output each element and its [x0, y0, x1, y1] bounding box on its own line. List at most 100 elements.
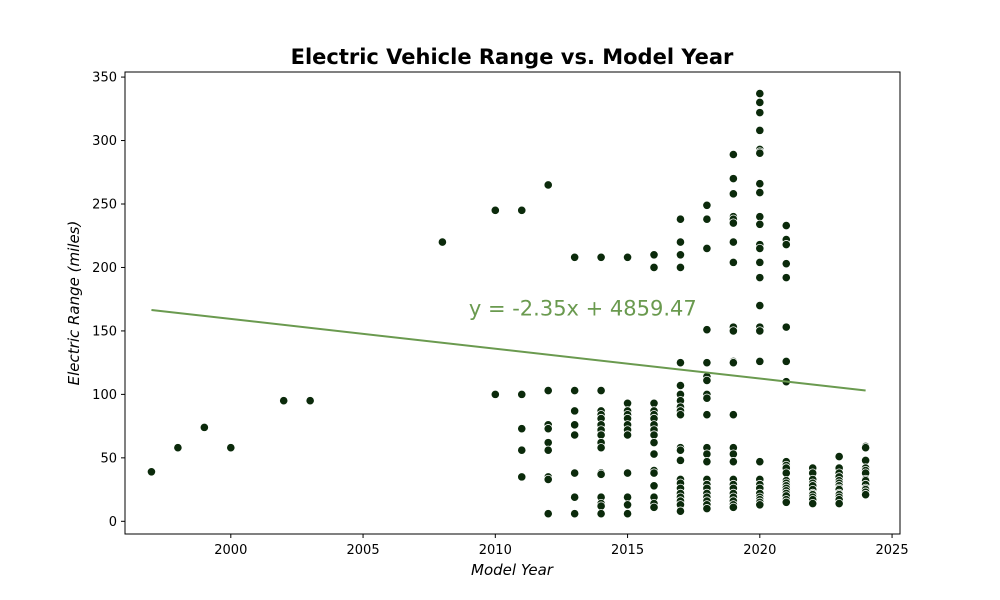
data-point — [728, 449, 738, 459]
data-point — [437, 237, 448, 247]
data-point — [755, 356, 765, 366]
data-point — [649, 481, 659, 491]
y-tick-label: 300 — [92, 134, 117, 149]
data-point — [649, 250, 659, 260]
data-point — [596, 385, 606, 396]
trendline-equation: y = -2.35x + 4859.47 — [469, 297, 697, 321]
data-point — [755, 500, 765, 510]
data-point — [755, 257, 765, 267]
data-point — [675, 380, 686, 391]
data-point — [596, 509, 606, 519]
data-point — [622, 398, 633, 408]
trendline-layer — [151, 308, 866, 392]
data-point — [543, 509, 553, 519]
data-point — [649, 398, 659, 408]
y-tick-label: 100 — [92, 388, 117, 403]
data-point — [781, 497, 791, 507]
data-point — [728, 189, 738, 199]
data-points — [146, 88, 871, 519]
trendline — [151, 308, 866, 392]
data-point — [728, 237, 738, 247]
data-point — [596, 443, 606, 453]
data-point — [675, 410, 686, 420]
data-point — [596, 252, 606, 262]
x-tick-label: 2015 — [611, 543, 644, 558]
data-point — [596, 430, 606, 440]
data-point — [596, 469, 606, 479]
data-point — [649, 262, 659, 273]
data-point — [755, 243, 765, 254]
data-point — [199, 422, 209, 432]
data-point — [570, 420, 580, 430]
data-point — [755, 326, 765, 336]
data-point — [570, 430, 580, 440]
data-point — [675, 445, 686, 455]
y-tick-label: 250 — [92, 198, 117, 213]
x-tick-label: 2000 — [214, 543, 247, 558]
data-point — [622, 509, 633, 519]
data-point — [675, 358, 686, 368]
data-point — [702, 214, 712, 224]
data-point — [781, 259, 791, 269]
data-point — [702, 243, 712, 254]
data-point — [570, 252, 580, 262]
data-point — [781, 240, 791, 250]
x-axis: 2000 2005 2010 2015 2020 2025 — [214, 534, 909, 558]
data-point — [543, 424, 553, 434]
data-point — [622, 500, 633, 510]
data-point — [570, 385, 580, 396]
data-point — [543, 445, 553, 455]
data-point — [622, 430, 633, 440]
y-tick-label: 50 — [100, 451, 117, 466]
data-point — [755, 300, 765, 311]
data-point — [675, 214, 686, 224]
y-tick-label: 350 — [92, 71, 117, 86]
data-point — [543, 385, 553, 396]
data-point — [834, 498, 844, 509]
data-point — [596, 501, 606, 511]
data-point — [279, 396, 289, 406]
data-point — [755, 187, 765, 198]
data-point — [146, 467, 157, 477]
x-tick-label: 2025 — [876, 543, 909, 558]
data-point — [728, 174, 738, 184]
x-tick-label: 2005 — [347, 543, 380, 558]
data-point — [755, 148, 765, 158]
y-axis-label: Electric Range (miles) — [65, 221, 83, 386]
data-point — [728, 410, 738, 420]
data-point — [517, 205, 527, 215]
data-point — [755, 88, 765, 99]
x-axis-label: Model Year — [471, 561, 554, 579]
data-point — [675, 250, 686, 260]
data-point — [649, 449, 659, 459]
chart-title: Electric Vehicle Range vs. Model Year — [291, 45, 734, 69]
data-point — [702, 325, 712, 335]
data-point — [517, 472, 527, 482]
data-point — [649, 430, 659, 440]
data-point — [702, 375, 712, 386]
data-point — [675, 262, 686, 273]
data-point — [781, 356, 791, 366]
data-point — [728, 218, 738, 228]
data-point — [622, 252, 633, 262]
data-point — [808, 498, 818, 509]
data-point — [649, 468, 659, 478]
data-point — [570, 492, 580, 502]
data-point — [649, 502, 659, 512]
data-point — [570, 509, 580, 519]
data-point — [675, 506, 686, 516]
data-point — [702, 449, 712, 459]
data-point — [755, 179, 765, 189]
data-point — [517, 445, 527, 455]
data-point — [755, 273, 765, 283]
data-point — [755, 97, 765, 108]
y-tick-label: 150 — [92, 324, 117, 339]
data-point — [702, 457, 712, 467]
data-point — [755, 457, 765, 467]
data-point — [861, 490, 871, 500]
x-tick-label: 2020 — [743, 543, 776, 558]
data-point — [543, 474, 553, 485]
x-tick-label: 2010 — [479, 543, 512, 558]
data-point — [755, 212, 765, 222]
